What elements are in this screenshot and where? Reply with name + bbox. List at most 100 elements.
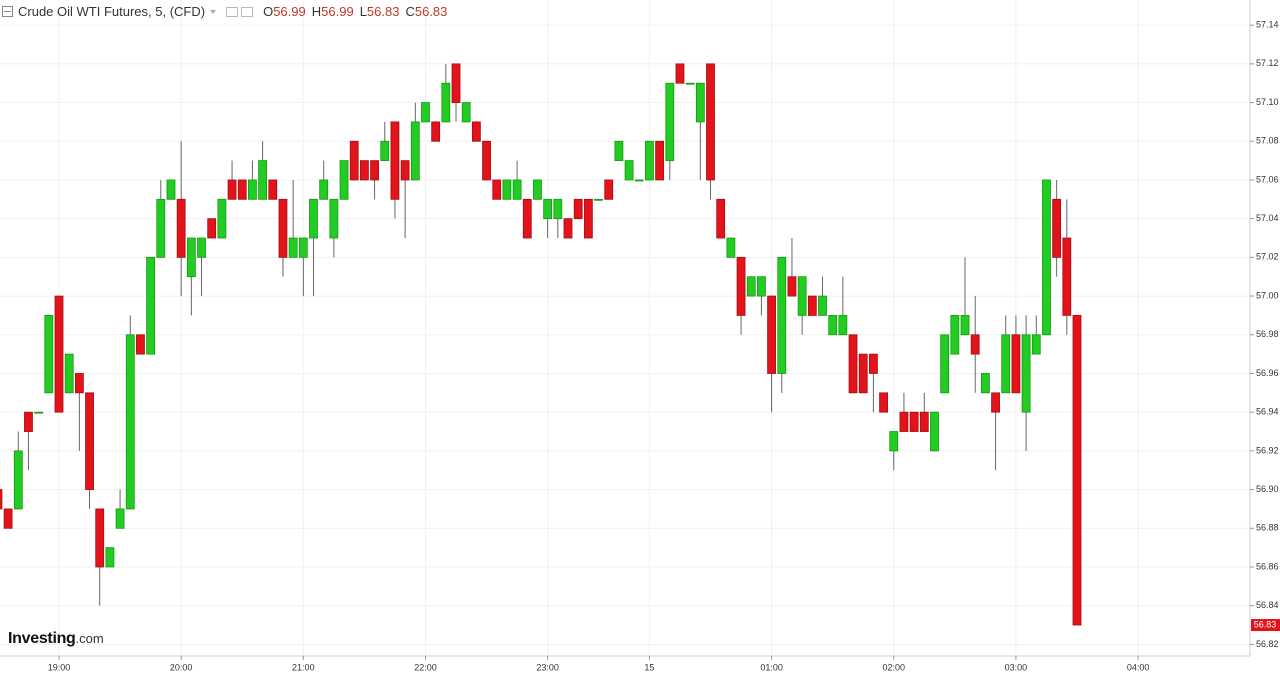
candle-body xyxy=(0,489,3,510)
ohlc-value: 56.83 xyxy=(414,4,448,19)
y-tick-label: 57.00 xyxy=(1256,290,1279,300)
candle-body xyxy=(543,198,553,220)
candle-body xyxy=(400,160,410,181)
axes: 57.14 57.12 57.10 57.08 57.06 57.04 57.02 57.00… xyxy=(48,20,1280,672)
ohlc-value: 56.99 xyxy=(273,4,306,19)
candle-body xyxy=(502,179,512,200)
candle-body xyxy=(441,82,451,123)
candle-body xyxy=(1062,237,1072,316)
candle-body xyxy=(583,198,593,239)
candle-body xyxy=(1052,198,1062,258)
candle-body xyxy=(909,411,919,432)
watermark-domain: .com xyxy=(75,631,104,646)
candle-body xyxy=(1042,179,1051,336)
candle-body xyxy=(258,160,268,200)
candle-body xyxy=(594,198,603,201)
candle-body xyxy=(533,179,542,200)
candle-body xyxy=(24,411,33,432)
candle-body xyxy=(461,102,471,123)
y-tick-label: 56.98 xyxy=(1256,329,1279,339)
candle-body xyxy=(899,411,909,432)
x-tick-label: 03:00 xyxy=(1005,662,1028,672)
y-tick-label: 56.82 xyxy=(1256,639,1279,649)
candle-body xyxy=(217,198,227,239)
candle-body xyxy=(237,179,247,200)
candle-body xyxy=(54,295,64,413)
y-tick-label: 56.86 xyxy=(1256,561,1279,571)
last-price-tag xyxy=(1251,619,1280,632)
candle-body xyxy=(767,295,776,374)
candle-body xyxy=(1072,315,1082,626)
candle-body xyxy=(889,431,899,452)
candle-body xyxy=(604,179,614,200)
candle-body xyxy=(64,353,74,394)
x-tick-label: 20:00 xyxy=(170,662,193,672)
settings-icon[interactable] xyxy=(226,6,239,17)
candle-body xyxy=(1011,334,1021,394)
candle-body xyxy=(838,315,848,336)
candle-body xyxy=(248,179,257,200)
candle-body xyxy=(359,160,369,181)
candle-body xyxy=(777,256,787,374)
y-tick-label: 57.12 xyxy=(1256,58,1279,68)
candle-body xyxy=(207,218,217,239)
candle-body xyxy=(197,237,206,258)
candle-body xyxy=(797,276,807,316)
candle-body xyxy=(44,315,54,394)
y-tick-label: 56.90 xyxy=(1256,484,1279,494)
candle-body xyxy=(227,179,237,200)
candle-body xyxy=(970,334,980,355)
candle-body xyxy=(492,179,502,200)
x-tick-label: 02:00 xyxy=(882,662,905,672)
ohlc-value: 56.83 xyxy=(366,4,400,19)
hide-icon[interactable] xyxy=(241,6,254,17)
candle-body xyxy=(309,198,318,239)
chart-header: Crude Oil WTI Futures, 5, (CFD) O 56.99 H 5… xyxy=(2,4,453,19)
candle-body xyxy=(105,547,115,568)
ohlc-value: 56.99 xyxy=(321,4,354,19)
candle-body xyxy=(695,82,705,123)
x-tick-label: 19:00 xyxy=(48,662,71,672)
candle-body xyxy=(319,179,329,200)
ohlc-label: C xyxy=(405,4,415,19)
candle-body xyxy=(869,353,878,374)
candle-body xyxy=(563,218,573,239)
candle-body xyxy=(349,140,359,181)
y-tick-label: 57.04 xyxy=(1256,213,1279,223)
x-tick-label: 23:00 xyxy=(536,662,559,672)
candle-body xyxy=(950,315,960,355)
candle-body xyxy=(980,373,990,394)
y-tick-label: 57.08 xyxy=(1256,136,1279,146)
candle-body xyxy=(410,121,420,181)
chart-title: Crude Oil WTI Futures, 5, (CFD) xyxy=(18,4,206,19)
watermark-brand: Investing xyxy=(8,630,76,647)
candle-body xyxy=(268,179,278,200)
x-tick-label: 15 xyxy=(644,662,654,672)
candle-body xyxy=(512,179,522,200)
candle-body xyxy=(645,140,654,181)
collapse-icon[interactable] xyxy=(2,6,13,17)
y-tick-label: 56.88 xyxy=(1256,523,1279,533)
candle-body xyxy=(298,237,308,258)
candles xyxy=(0,63,1082,626)
candle-body xyxy=(940,334,950,394)
x-tick-label: 21:00 xyxy=(292,662,315,672)
y-tick-label: 56.92 xyxy=(1256,445,1279,455)
candle-body xyxy=(522,198,532,239)
candle-body xyxy=(858,353,868,394)
candle-body xyxy=(451,63,461,103)
y-tick-label: 56.96 xyxy=(1256,368,1279,378)
candle-body xyxy=(818,295,827,316)
candle-body xyxy=(34,411,44,414)
ohlc-label: L xyxy=(359,4,367,19)
candle-body xyxy=(573,198,583,220)
title-dropdown[interactable] xyxy=(210,9,217,14)
last-price-label: 56.83 xyxy=(1254,619,1277,629)
candle-body xyxy=(421,102,430,123)
candle-body xyxy=(176,198,186,258)
y-tick-label: 56.94 xyxy=(1256,407,1279,417)
ohlc-label: O xyxy=(263,4,274,19)
candle-body xyxy=(288,237,298,258)
